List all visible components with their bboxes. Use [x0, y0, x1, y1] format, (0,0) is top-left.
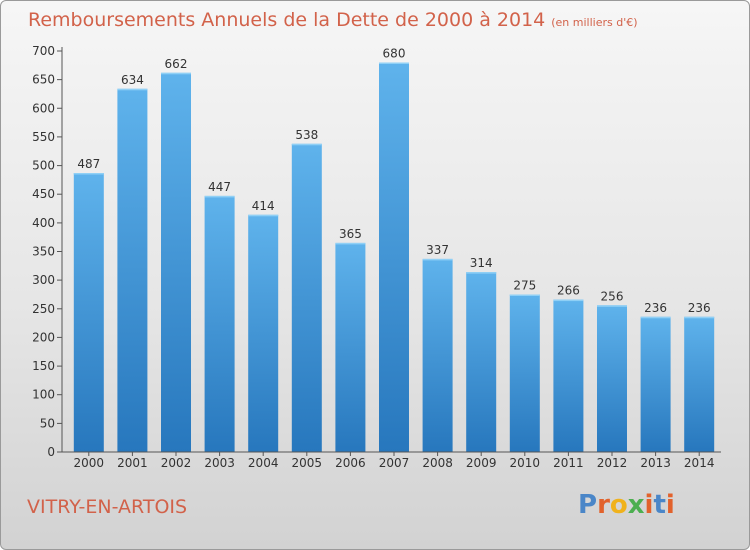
- x-tick-label-2005: 2005: [292, 456, 323, 470]
- bar-2002: [161, 72, 191, 453]
- bars-layer: [73, 62, 715, 453]
- y-tick-label-650: 650: [32, 73, 55, 87]
- y-tick-label-700: 700: [32, 44, 55, 58]
- bar-2007: [379, 62, 409, 452]
- bar-highlight-2014: [684, 316, 715, 319]
- value-label-2000: 487: [77, 157, 100, 171]
- value-label-2012: 256: [601, 289, 624, 303]
- bar-highlight-2006: [335, 242, 366, 245]
- bar-highlight-2007: [379, 62, 409, 64]
- y-tick-label-500: 500: [32, 159, 55, 173]
- x-tick-label-2006: 2006: [335, 456, 366, 470]
- value-label-2013: 236: [644, 301, 667, 315]
- y-tick-label-600: 600: [32, 101, 55, 115]
- x-tick-label-2010: 2010: [510, 456, 541, 470]
- value-label-2014: 236: [688, 301, 711, 315]
- y-tick-label-400: 400: [32, 216, 55, 230]
- bar-2009: [466, 272, 497, 452]
- y-tick-label-300: 300: [32, 273, 55, 287]
- value-label-2002: 662: [165, 57, 188, 71]
- x-tick-label-2009: 2009: [466, 456, 497, 470]
- value-label-2001: 634: [121, 73, 144, 87]
- logo-letter-1: r: [597, 490, 610, 520]
- bar-highlight-2008: [422, 258, 453, 261]
- x-tick-label-2002: 2002: [161, 456, 192, 470]
- y-tick-label-0: 0: [47, 445, 55, 459]
- value-label-2005: 538: [295, 128, 318, 142]
- bar-2001: [117, 88, 148, 453]
- bar-2012: [597, 305, 627, 452]
- logo-letter-2: o: [609, 490, 628, 520]
- logo-letter-6: i: [665, 490, 675, 520]
- commune-name: VITRY-EN-ARTOIS: [27, 496, 188, 518]
- value-label-2007: 680: [383, 47, 406, 61]
- axes-layer: [57, 47, 721, 456]
- x-tick-label-2003: 2003: [204, 456, 235, 470]
- bar-highlight-2011: [553, 299, 584, 302]
- labels-layer: 4872000634200166220024472003414200453820…: [32, 44, 714, 470]
- logo-letter-5: t: [653, 490, 666, 520]
- x-tick-label-2014: 2014: [684, 456, 715, 470]
- x-tick-label-2011: 2011: [553, 456, 584, 470]
- chart-subtitle: (en milliers d'€): [551, 16, 638, 29]
- bar-highlight-2013: [640, 316, 671, 319]
- value-label-2011: 266: [557, 284, 580, 298]
- bar-2013: [640, 316, 671, 452]
- value-label-2010: 275: [513, 279, 536, 293]
- logo-letter-4: i: [644, 490, 654, 520]
- value-label-2009: 314: [470, 256, 493, 270]
- x-tick-label-2004: 2004: [248, 456, 279, 470]
- bar-highlight-2010: [509, 294, 540, 296]
- x-tick-label-2007: 2007: [379, 456, 410, 470]
- proxiti-logo: Proxiti: [578, 490, 675, 520]
- bar-highlight-2009: [466, 272, 497, 274]
- bar-2006: [335, 242, 366, 452]
- bar-2010: [509, 294, 540, 452]
- value-label-2008: 337: [426, 243, 449, 257]
- chart-title-main: Remboursements Annuels de la Dette de 20…: [28, 9, 546, 31]
- bar-2003: [204, 195, 235, 452]
- bar-highlight-2005: [291, 143, 322, 146]
- bar-highlight-2004: [248, 214, 279, 217]
- x-tick-label-2008: 2008: [422, 456, 453, 470]
- bar-highlight-2002: [161, 72, 191, 75]
- bar-highlight-2001: [117, 88, 148, 91]
- bar-highlight-2000: [73, 173, 104, 175]
- bar-highlight-2003: [204, 195, 235, 198]
- x-tick-label-2001: 2001: [117, 456, 148, 470]
- value-label-2004: 414: [252, 199, 275, 213]
- bar-2000: [73, 173, 104, 452]
- bar-2004: [248, 214, 279, 452]
- y-tick-label-350: 350: [32, 245, 55, 259]
- bar-highlight-2012: [597, 305, 627, 307]
- bar-2008: [422, 258, 453, 452]
- y-tick-label-200: 200: [32, 330, 55, 344]
- x-tick-label-2013: 2013: [640, 456, 671, 470]
- value-label-2006: 365: [339, 227, 362, 241]
- y-tick-label-450: 450: [32, 187, 55, 201]
- y-tick-label-50: 50: [40, 416, 55, 430]
- bar-2014: [684, 316, 715, 452]
- y-tick-label-100: 100: [32, 388, 55, 402]
- bar-2005: [291, 143, 322, 453]
- chart-title: Remboursements Annuels de la Dette de 20…: [28, 9, 638, 31]
- x-tick-label-2000: 2000: [74, 456, 105, 470]
- y-tick-label-550: 550: [32, 130, 55, 144]
- value-label-2003: 447: [208, 180, 231, 194]
- logo-letter-0: P: [578, 490, 598, 520]
- y-tick-label-150: 150: [32, 359, 55, 373]
- x-tick-label-2012: 2012: [597, 456, 628, 470]
- y-tick-label-250: 250: [32, 302, 55, 316]
- bar-2011: [553, 299, 584, 452]
- logo-letter-3: x: [627, 490, 645, 520]
